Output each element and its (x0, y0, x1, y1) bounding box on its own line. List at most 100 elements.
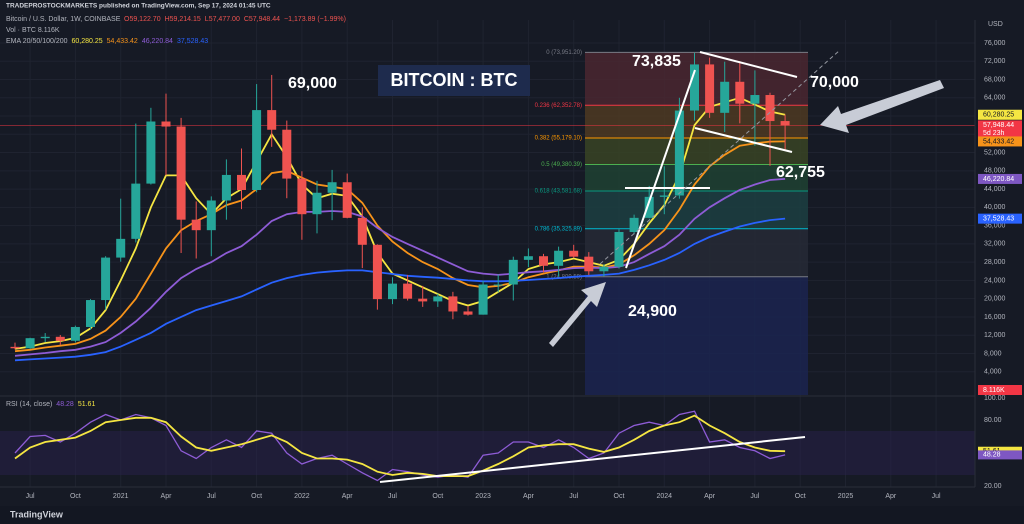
candle-body (10, 346, 20, 349)
x-tick-label: Oct (614, 493, 625, 500)
rsi-label: RSI (14, close) (6, 401, 52, 408)
rsi-tag-label: 48.28 (983, 452, 1001, 459)
y-tick-label: 64,000 (984, 95, 1006, 102)
y-tick-label: 8,000 (984, 350, 1002, 357)
price-tag (978, 173, 1022, 184)
candle-body (101, 257, 111, 301)
candle-body (750, 95, 760, 104)
ohlc-value: H59,214.15 (165, 16, 201, 23)
ema-legend: EMA 20/50/100/200 60,280.25 54,433.42 46,22… (6, 38, 208, 45)
y-tick-label: 28,000 (984, 259, 1006, 266)
x-tick-label: Oct (432, 493, 443, 500)
candle-body (629, 217, 639, 233)
price-tag-label: 60,280.25 (983, 112, 1014, 119)
rsi-band (0, 431, 975, 475)
x-tick-label: Apr (342, 493, 354, 500)
price-tag-label: 46,220.84 (983, 176, 1014, 183)
candle-body (357, 217, 367, 245)
price-tag-label: 37,528.43 (983, 215, 1014, 222)
candle-body (463, 311, 473, 315)
rsi-line (14, 410, 786, 482)
x-tick-label: Oct (70, 493, 81, 500)
candle-body (554, 250, 564, 266)
y-tick-label: 48,000 (984, 168, 1006, 175)
candle-body (539, 256, 548, 266)
annotation: BITCOIN : BTC (391, 70, 518, 90)
x-tick-label: Apr (885, 493, 897, 500)
arrow (820, 80, 944, 133)
ema-line (14, 140, 786, 353)
grid (0, 20, 975, 487)
ema-line (14, 217, 786, 362)
symbol-title: Bitcoin / U.S. Dollar, 1W, COINBASE (6, 16, 121, 23)
candle-body (55, 336, 65, 341)
y-tick-label: 52,000 (984, 149, 1006, 156)
x-tick-label: 2022 (294, 493, 310, 500)
y-tick-label: 12,000 (984, 332, 1006, 339)
candle-body (312, 192, 322, 215)
fib-diagonal (599, 49, 841, 265)
y-tick-label: 36,000 (984, 222, 1006, 229)
rsi-legend: RSI (14, close) 48.28 51.61 (6, 401, 95, 408)
candle-body (388, 283, 397, 300)
x-tick-label: Jul (26, 493, 35, 500)
price-tag-label: 57,948.44 (983, 122, 1014, 129)
rsi-value: 51.61 (78, 401, 96, 408)
ema-label: EMA 20/50/100/200 (6, 38, 68, 45)
fib-label: 0.618 (43,581.68) (535, 189, 582, 195)
candle-body (705, 64, 715, 113)
y-tick-label: 32,000 (984, 241, 1006, 248)
x-tick-label: 2023 (475, 493, 491, 500)
ema-line (14, 96, 786, 350)
candle-body (403, 283, 413, 299)
publisher: TRADEPROSTOCKMARKETS published on Tradin… (6, 3, 271, 10)
y-tick-label: 44,000 (984, 186, 1006, 193)
ema-value: 37,528.43 (177, 38, 208, 45)
candle-body (237, 174, 246, 190)
fib-label: 0.786 (35,325.89) (535, 226, 582, 232)
x-tick-label: 2025 (838, 493, 854, 500)
fib-label: 0.236 (62,352.78) (535, 103, 582, 109)
candle-body (70, 326, 80, 341)
fib-label: 0 (73,951.20) (546, 50, 582, 56)
ohlc-value: L57,477.00 (205, 16, 240, 23)
candle-body (372, 244, 382, 300)
x-tick-label: Oct (251, 493, 262, 500)
candle-body (282, 129, 292, 179)
candle-body (720, 81, 730, 113)
ohlc-value: C57,948.44 (244, 16, 280, 23)
y-tick-label: 72,000 (984, 58, 1006, 65)
candle-body (659, 195, 669, 197)
candle-body (780, 121, 790, 126)
candle-body (478, 284, 488, 315)
x-tick-label: Oct (795, 493, 806, 500)
candle-body (690, 64, 699, 111)
candle-body (448, 296, 458, 312)
candle-body (131, 183, 141, 239)
currency: USD (988, 21, 1003, 28)
x-tick-label: Apr (161, 493, 173, 500)
y-tick-label: 16,000 (984, 314, 1006, 321)
candle-body (644, 196, 654, 218)
ema-value: 60,280.25 (72, 38, 103, 45)
price-tag (978, 136, 1022, 147)
footer (0, 506, 1024, 524)
ema-value: 46,220.84 (142, 38, 173, 45)
rsi-tag (978, 450, 1022, 460)
label-box (378, 65, 530, 96)
candle-body (297, 178, 307, 215)
candle-body (569, 250, 579, 257)
candle-body (191, 219, 201, 231)
trend-line (625, 69, 696, 269)
price-tag-label: 54,433.42 (983, 138, 1014, 145)
y-tick-label: 68,000 (984, 76, 1006, 83)
fib-label: 0.382 (55,179.10) (535, 136, 582, 142)
trend-line (694, 127, 793, 153)
candle-body (206, 200, 216, 231)
volume-tag (978, 385, 1022, 395)
y-tick-label: 24,000 (984, 277, 1006, 284)
candle-body (735, 81, 745, 104)
rsi-value: 48.28 (56, 401, 74, 408)
volume-legend: Vol · BTC 8.116K (6, 27, 60, 34)
